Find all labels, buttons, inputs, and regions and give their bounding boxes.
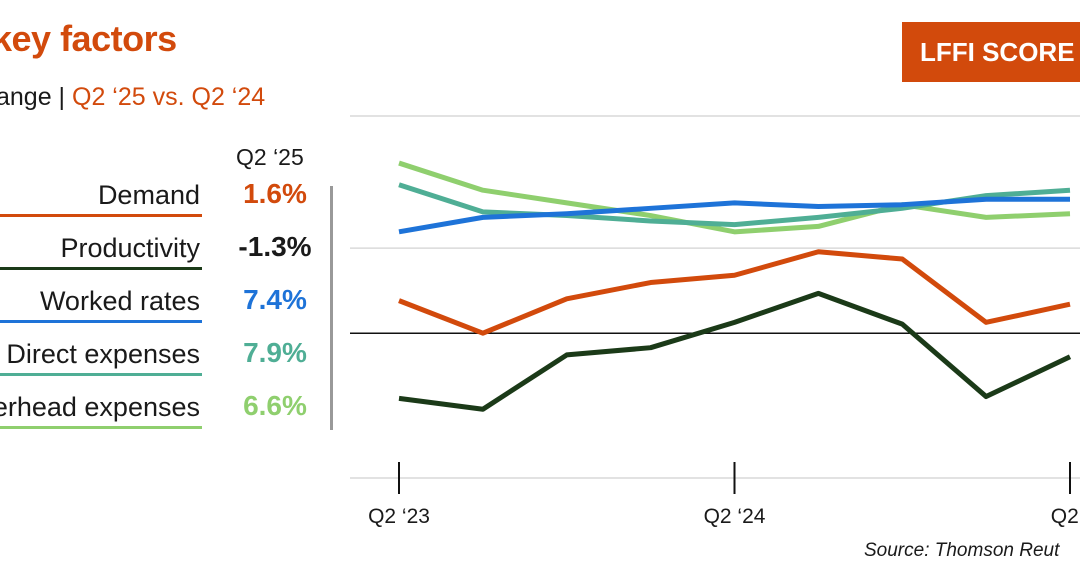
legend-label: Worked rates [39, 286, 200, 316]
subtitle-prefix: ange | [0, 83, 73, 111]
legend-swatch-line [0, 426, 202, 429]
legend-value: 1.6% [243, 178, 307, 209]
legend-swatch-line [0, 214, 202, 217]
legend-swatch-line [0, 267, 202, 270]
subtitle-comparison: Q2 ‘25 vs. Q2 ‘24 [72, 83, 266, 111]
legend-label: Productivity [60, 233, 200, 263]
legend-label: Demand [97, 180, 200, 210]
legend-label: Direct expenses [6, 339, 200, 369]
chart-subtitle: ange | Q2 ‘25 vs. Q2 ‘24 [0, 83, 265, 112]
legend-value: 7.9% [243, 337, 307, 368]
legend-swatch-line [0, 320, 202, 323]
source-note: Source: Thomson Reut [864, 540, 1060, 561]
legend-value: 6.6% [243, 390, 307, 421]
series-lines [398, 160, 1072, 412]
legend-value: -1.3% [238, 231, 312, 262]
series-line-overhead-expenses [398, 160, 1071, 235]
x-tick-label-2: Q2 ‘ [1050, 505, 1080, 528]
legend-swatch-line [0, 373, 202, 376]
gridlines [350, 115, 1080, 479]
series-line-demand [398, 249, 1071, 336]
x-tick-label-1: Q2 ‘24 [703, 505, 766, 528]
x-tick-label-0: Q2 ‘23 [368, 505, 430, 528]
legend-value: 7.4% [243, 284, 307, 315]
legend-label: Overhead expenses [0, 392, 200, 422]
lffi-score-badge: LFFI SCORE [902, 22, 1080, 82]
series-line-worked-rates [398, 196, 1070, 235]
series-line-productivity [398, 290, 1072, 412]
legend-divider [330, 186, 333, 430]
x-axis-ticks [398, 462, 1071, 494]
value-column-header: Q2 ‘25 [236, 144, 304, 170]
chart-title: key factors [0, 18, 177, 59]
